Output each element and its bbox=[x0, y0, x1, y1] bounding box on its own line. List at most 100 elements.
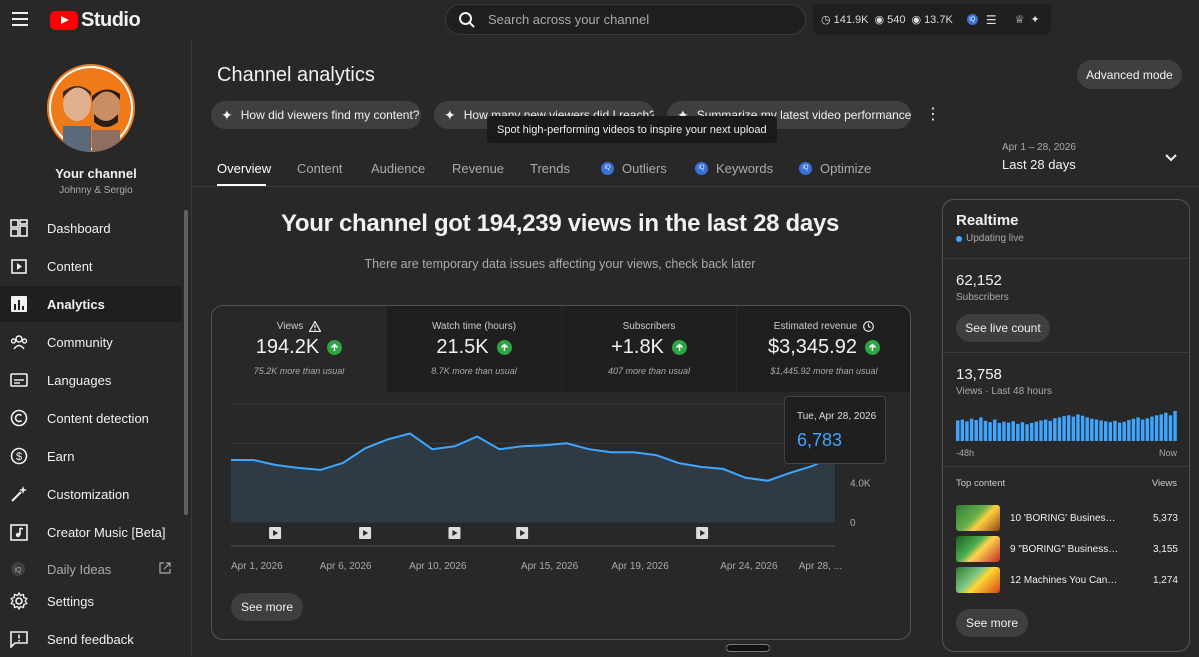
metric-revenue[interactable]: Estimated revenue $3,345.92 $1,445.92 mo… bbox=[737, 306, 910, 392]
sidebar-item-languages[interactable]: Languages bbox=[0, 362, 182, 398]
horizontal-scrollbar[interactable] bbox=[726, 644, 770, 652]
sidebar-item-community[interactable]: Community bbox=[0, 324, 182, 360]
page-title: Channel analytics bbox=[217, 64, 375, 86]
tab-outliers[interactable]: iQ Outliers bbox=[601, 158, 667, 178]
tab-audience[interactable]: Audience bbox=[371, 158, 425, 178]
realtime-bar bbox=[979, 417, 983, 441]
search-icon bbox=[459, 11, 475, 28]
tab-trends[interactable]: Trends bbox=[530, 158, 570, 178]
sparkle-icon: ✦ bbox=[444, 106, 456, 123]
metric-comparison: 8.7K more than usual bbox=[431, 366, 517, 376]
chip-viewers-find[interactable]: ✦ How did viewers find my content? bbox=[211, 101, 421, 129]
music-icon bbox=[10, 523, 28, 541]
sidebar-item-label: Settings bbox=[47, 593, 94, 609]
tab-revenue[interactable]: Revenue bbox=[452, 158, 504, 178]
realtime-bar bbox=[997, 423, 1002, 441]
advanced-mode-button[interactable]: Advanced mode bbox=[1077, 60, 1182, 89]
metric-value: $3,345.92 bbox=[768, 336, 857, 358]
date-range[interactable]: Apr 1 – 28, 2026 bbox=[1002, 142, 1076, 153]
realtime-bar bbox=[1136, 417, 1140, 441]
video-publish-marker-play bbox=[273, 530, 279, 536]
svg-text:$: $ bbox=[16, 451, 22, 463]
tab-optimize[interactable]: iQ Optimize bbox=[799, 158, 871, 178]
sparkle-icon[interactable]: ✦ bbox=[1030, 14, 1040, 26]
sidebar-item-content-detection[interactable]: Content detection bbox=[0, 400, 182, 436]
tab-content[interactable]: Content bbox=[297, 158, 343, 178]
realtime-bar-chart[interactable] bbox=[956, 409, 1178, 441]
realtime-bar bbox=[1071, 416, 1076, 441]
active-tab-indicator bbox=[217, 184, 266, 186]
realtime-bar bbox=[1025, 424, 1029, 441]
sidebar-item-customization[interactable]: Customization bbox=[0, 476, 182, 512]
overview-headline: Your channel got 194,239 views in the la… bbox=[280, 210, 840, 237]
sidebar-item-dashboard[interactable]: Dashboard bbox=[0, 210, 182, 246]
realtime-bar bbox=[1030, 423, 1034, 441]
date-period-label[interactable]: Last 28 days bbox=[1002, 157, 1076, 172]
tab-label: Keywords bbox=[716, 160, 774, 176]
realtime-see-more-button[interactable]: See more bbox=[956, 609, 1028, 637]
vidiq-icon[interactable]: iQ bbox=[966, 14, 978, 25]
sidebar-item-label: Customization bbox=[47, 486, 130, 502]
metric-views[interactable]: Views 194.2K 75.2K more than usual bbox=[212, 306, 386, 392]
top-content-row[interactable]: 10 'BORING' Businesses That Make Million… bbox=[956, 505, 1178, 531]
more-options-icon[interactable]: ⋮ bbox=[925, 106, 941, 123]
chart-x-tick-label: Apr 19, 2026 bbox=[612, 561, 670, 572]
top-content-row[interactable]: 9 "BORING" Businesses That Make Money 3,… bbox=[956, 536, 1178, 562]
sidebar-item-settings[interactable]: Settings bbox=[0, 583, 182, 619]
see-live-count-button[interactable]: See live count bbox=[956, 314, 1050, 342]
tab-overview[interactable]: Overview bbox=[217, 158, 271, 178]
realtime-bar bbox=[1168, 415, 1173, 441]
metric-label: Estimated revenue bbox=[773, 321, 858, 332]
tab-label: Revenue bbox=[452, 160, 505, 176]
realtime-bar bbox=[1127, 420, 1131, 441]
menu-icon[interactable] bbox=[12, 12, 28, 26]
sidebar-item-label: Analytics bbox=[47, 296, 105, 312]
video-thumbnail bbox=[956, 505, 1000, 531]
sidebar-item-send-feedback[interactable]: Send feedback bbox=[0, 621, 182, 657]
sidebar-item-creator-music[interactable]: Creator Music [Beta] bbox=[0, 514, 182, 550]
logo-text: Studio bbox=[81, 9, 141, 31]
eye-icon: ◉ bbox=[911, 14, 922, 26]
sidebar-item-earn[interactable]: $ Earn bbox=[0, 438, 182, 474]
channel-avatar[interactable] bbox=[47, 64, 135, 152]
video-title: 10 'BORING' Businesses That Make Million… bbox=[1010, 512, 1120, 524]
sidebar-scrollbar[interactable] bbox=[184, 210, 188, 515]
video-views: 3,155 bbox=[1152, 543, 1178, 555]
tabs-divider bbox=[192, 186, 1199, 187]
sidebar-item-label: Community bbox=[47, 334, 113, 350]
chart-x-tick-label: Apr 1, 2026 bbox=[231, 561, 283, 572]
realtime-card: Realtime Updating live 62,152 Subscriber… bbox=[942, 199, 1190, 652]
sidebar-item-content[interactable]: Content bbox=[0, 248, 182, 284]
trophy-icon[interactable]: ♕ bbox=[1014, 14, 1025, 26]
video-thumbnail bbox=[956, 567, 1000, 593]
realtime-bar bbox=[1062, 416, 1066, 441]
sidebar-item-analytics[interactable]: Analytics bbox=[0, 286, 182, 322]
chip-summarize[interactable]: ✦ Summarize my latest video performance bbox=[667, 101, 911, 129]
chart-y-tick-label: 4.0K bbox=[850, 479, 871, 490]
realtime-bar bbox=[1145, 418, 1150, 441]
tab-label: Outliers bbox=[622, 160, 667, 176]
list-icon[interactable]: ☰ bbox=[985, 12, 997, 27]
stat-impressions: 13.7K bbox=[924, 13, 953, 26]
realtime-bar bbox=[1122, 421, 1126, 441]
chevron-down-icon[interactable] bbox=[1163, 151, 1179, 165]
realtime-bar bbox=[956, 420, 960, 441]
see-more-button[interactable]: See more bbox=[231, 593, 303, 621]
sidebar-item-daily-ideas[interactable]: iQ Daily Ideas bbox=[0, 551, 182, 587]
realtime-axis-start: -48h bbox=[956, 448, 975, 458]
realtime-bar bbox=[1090, 418, 1094, 441]
eye-icon: ◉ bbox=[874, 14, 885, 26]
realtime-bar bbox=[1150, 416, 1154, 441]
studio-logo[interactable]: Studio bbox=[50, 9, 141, 32]
search-bar[interactable]: Search across your channel bbox=[445, 4, 806, 35]
tab-label: Optimize bbox=[820, 160, 872, 176]
header-stats[interactable]: ◷ 141.9K ◉ 540 ◉ 13.7K iQ ☰ ♕ ✦ bbox=[813, 4, 1051, 35]
metric-subscribers[interactable]: Subscribers +1.8K 407 more than usual bbox=[562, 306, 736, 392]
sidebar-item-label: Daily Ideas bbox=[47, 561, 112, 577]
top-content-row[interactable]: 12 Machines You Can Buy to Make Money 1,… bbox=[956, 567, 1178, 593]
metric-comparison: 407 more than usual bbox=[607, 366, 691, 376]
gear-icon bbox=[10, 592, 28, 610]
tab-keywords[interactable]: iQ Keywords bbox=[695, 158, 773, 178]
metric-watch-time[interactable]: Watch time (hours) 21.5K 8.7K more than … bbox=[387, 306, 561, 392]
